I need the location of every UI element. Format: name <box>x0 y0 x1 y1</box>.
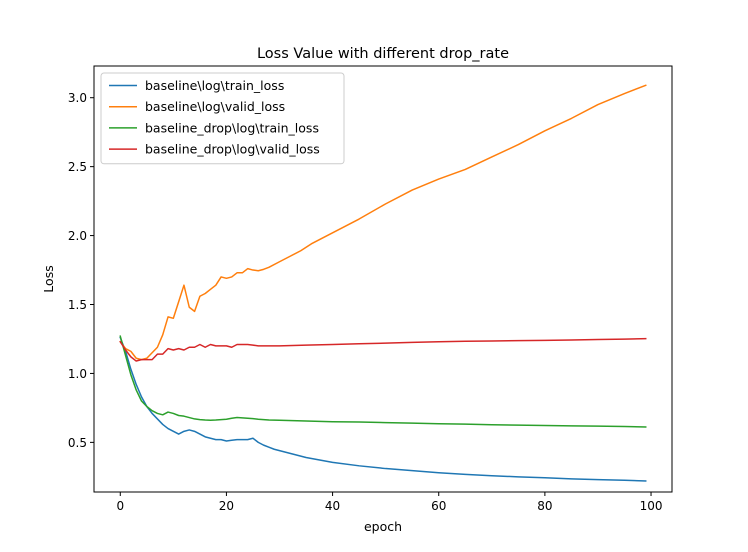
legend-entry: baseline\log\train_loss <box>145 78 284 93</box>
x-tick-label: 80 <box>537 499 552 513</box>
y-tick-label: 1.0 <box>68 367 87 381</box>
legend-box <box>100 72 345 165</box>
series-line-4 <box>119 337 647 362</box>
y-tick-label: 2.0 <box>68 229 87 243</box>
legend-entry: baseline_drop\log\valid_loss <box>145 142 320 157</box>
y-tick-label: 2.5 <box>68 160 87 174</box>
x-tick-label: 100 <box>640 499 663 513</box>
x-tick-label: 0 <box>116 499 124 513</box>
x-tick-label: 20 <box>219 499 234 513</box>
y-axis: 0.5 1.0 1.5 2.0 2.5 3.0 <box>68 91 94 450</box>
series-line-2 <box>119 84 647 361</box>
y-tick-label: 3.0 <box>68 91 87 105</box>
series-line-3 <box>119 335 647 428</box>
y-tick-label: 1.5 <box>68 298 87 312</box>
series-layer <box>119 84 647 482</box>
series-line-1 <box>119 336 647 482</box>
y-tick-label: 0.5 <box>68 436 87 450</box>
chart-title: Loss Value with different drop_rate <box>257 46 509 62</box>
x-tick-label: 60 <box>431 499 446 513</box>
legend-entry: baseline\log\valid_loss <box>145 99 285 114</box>
plot-frame <box>93 65 673 493</box>
x-axis-title: epoch <box>364 519 402 534</box>
y-axis-title: Loss <box>41 265 56 292</box>
x-tick-label: 40 <box>325 499 340 513</box>
x-axis: 0 20 40 60 80 100 <box>116 492 662 513</box>
legend: baseline\log\train_loss baseline\log\vali… <box>100 72 345 165</box>
legend-entry: baseline_drop\log\train_loss <box>145 120 319 135</box>
